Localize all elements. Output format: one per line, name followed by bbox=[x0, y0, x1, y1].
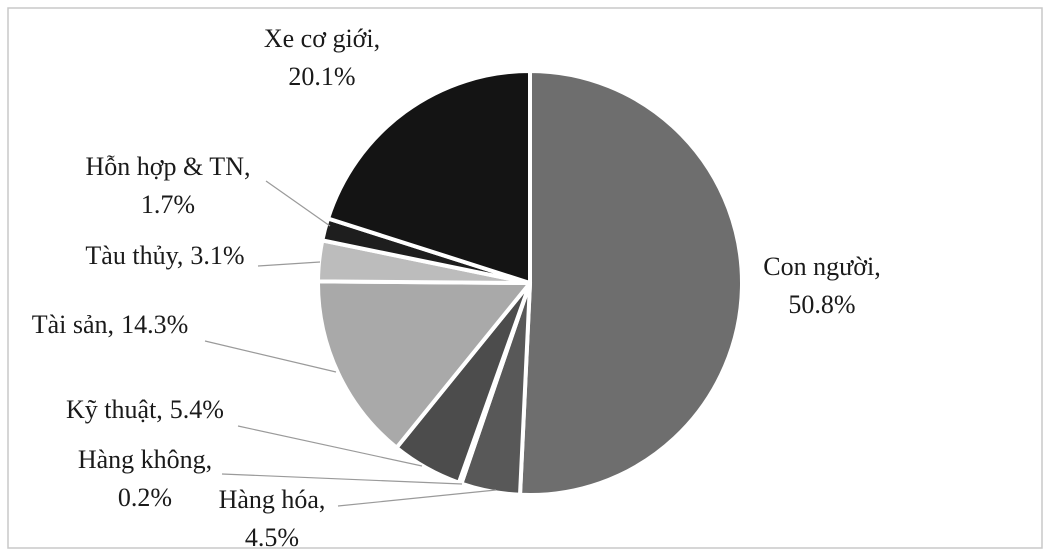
pie-slice bbox=[518, 69, 744, 497]
label-category: Tài sản, bbox=[32, 310, 114, 339]
label-category: Tàu thủy, bbox=[85, 241, 183, 270]
label-category: Xe cơ giới, bbox=[264, 24, 380, 53]
data-label: Hỗn hợp & TN, 1.7% bbox=[86, 152, 251, 219]
label-value: 1.7% bbox=[141, 190, 195, 219]
label-category: Hàng không, bbox=[78, 445, 212, 474]
leader-line bbox=[265, 180, 331, 227]
label-category: Hàng hóa, bbox=[219, 485, 326, 514]
data-label: Hàng hóa, 4.5% bbox=[219, 485, 326, 552]
label-category: Con người, bbox=[763, 252, 880, 281]
leader-line bbox=[221, 473, 463, 485]
label-value: 50.8% bbox=[788, 290, 855, 319]
data-label: Tàu thủy, 3.1% bbox=[85, 241, 244, 270]
label-value: 0.2% bbox=[118, 483, 172, 512]
label-category: Hỗn hợp & TN, bbox=[86, 152, 251, 181]
label-value: 20.1% bbox=[288, 62, 355, 91]
pie-slice bbox=[326, 69, 532, 285]
leader-line bbox=[257, 261, 321, 267]
data-label: Con người, 50.8% bbox=[763, 252, 880, 319]
leader-line bbox=[337, 489, 497, 507]
label-category: Kỹ thuật, bbox=[66, 395, 163, 424]
data-label: Hàng không, 0.2% bbox=[78, 445, 212, 512]
label-value: 5.4% bbox=[170, 395, 224, 424]
pie-slice bbox=[316, 279, 532, 450]
label-value: 14.3% bbox=[121, 310, 188, 339]
data-label: Kỹ thuật, 5.4% bbox=[66, 395, 224, 424]
data-label: Tài sản, 14.3% bbox=[32, 310, 188, 339]
leader-line bbox=[204, 340, 337, 373]
data-label: Xe cơ giới, 20.1% bbox=[264, 24, 380, 91]
label-value: 3.1% bbox=[190, 241, 244, 270]
label-value: 4.5% bbox=[245, 523, 299, 552]
leader-line bbox=[237, 425, 423, 467]
